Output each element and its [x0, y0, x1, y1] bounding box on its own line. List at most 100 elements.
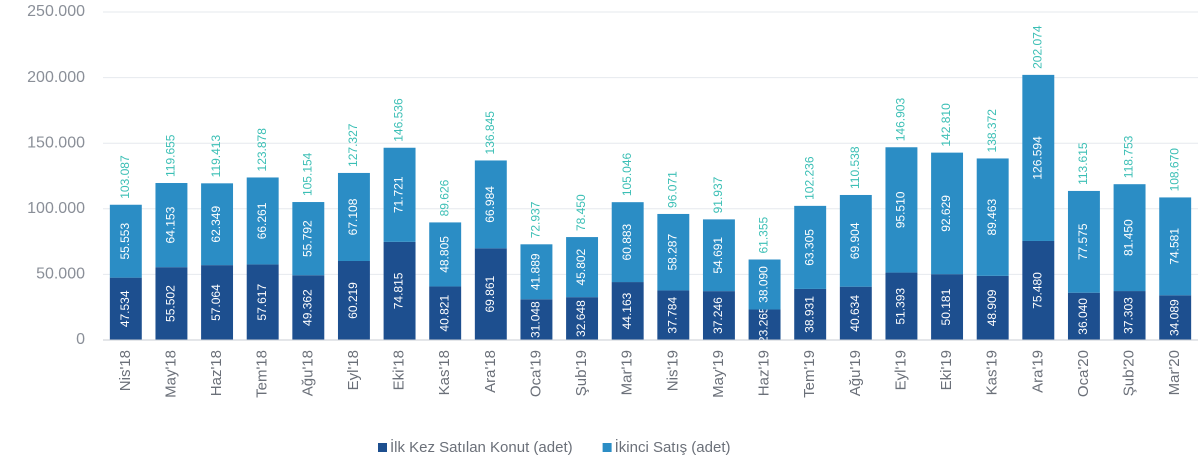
value-label: 126.594 — [1030, 136, 1044, 180]
bar-segment — [1113, 291, 1146, 340]
x-tick-label: Nis'18 — [117, 350, 134, 391]
value-label: 50.181 — [939, 288, 953, 325]
bar-segment — [520, 244, 553, 300]
x-tick-label: Eyl'18 — [345, 350, 362, 390]
x-tick-label: Oca'20 — [1075, 350, 1092, 397]
value-label: 48.805 — [437, 236, 451, 273]
bar-segment — [748, 259, 781, 310]
value-label: 55.792 — [300, 220, 314, 257]
value-label: 37.303 — [1122, 297, 1136, 334]
value-label: 31.048 — [529, 301, 543, 338]
x-tick-label: Kas'19 — [984, 350, 1001, 395]
bar-segment — [1022, 240, 1055, 340]
bar-segment — [976, 275, 1009, 340]
total-label: 105.154 — [300, 152, 314, 196]
legend-label: İlk Kez Satılan Konut (adet) — [390, 438, 573, 456]
value-label: 37.246 — [711, 297, 725, 334]
value-label: 41.889 — [529, 253, 543, 290]
legend-swatch — [602, 443, 612, 452]
value-label: 75.480 — [1030, 272, 1044, 309]
value-label: 67.108 — [346, 198, 360, 235]
value-label: 38.090 — [757, 266, 771, 303]
x-tick-label: Tem'18 — [254, 350, 271, 398]
value-label: 60.883 — [620, 223, 634, 260]
value-label: 49.362 — [300, 289, 314, 326]
total-label: 110.538 — [848, 146, 862, 189]
legend-label: İkinci Satış (adet) — [615, 438, 731, 456]
bar-segment — [1067, 292, 1100, 340]
bar-segment — [429, 286, 462, 340]
bar-segment — [292, 202, 325, 276]
bar-segment — [109, 277, 142, 340]
value-label: 40.821 — [437, 295, 451, 332]
bar-segment — [839, 194, 872, 287]
value-label: 55.553 — [118, 223, 132, 260]
value-label: 62.349 — [209, 206, 223, 243]
total-label: 136.845 — [483, 111, 497, 155]
legend-swatch — [378, 443, 387, 452]
total-label: 202.074 — [1030, 25, 1044, 69]
value-label: 48.909 — [985, 289, 999, 326]
x-tick-label: May'18 — [162, 350, 179, 398]
total-label: 127.327 — [346, 123, 360, 167]
bar-segment — [794, 205, 827, 289]
total-label: 138.372 — [985, 109, 999, 153]
bar-segment — [246, 177, 279, 265]
total-label: 146.903 — [894, 98, 908, 142]
value-label: 77.575 — [1076, 223, 1090, 260]
value-label: 37.784 — [665, 297, 679, 334]
x-tick-label: Haz'18 — [208, 350, 225, 396]
total-label: 105.046 — [620, 152, 634, 196]
value-label: 36.040 — [1076, 298, 1090, 335]
total-label: 142.810 — [939, 103, 953, 147]
x-tick-label: Ağu'19 — [847, 350, 864, 396]
bar-segment — [1113, 184, 1146, 292]
x-tick-label: Tem'19 — [801, 350, 818, 398]
value-label: 71.721 — [392, 176, 406, 213]
y-tick-label: 150.000 — [27, 134, 85, 151]
value-label: 55.502 — [164, 285, 178, 322]
x-tick-label: May'19 — [710, 350, 727, 398]
bar-segment — [931, 152, 964, 275]
x-tick-label: Nis'19 — [664, 350, 681, 391]
bar-segment — [337, 172, 370, 261]
x-tick-label: Mar'20 — [1166, 350, 1183, 395]
bar-segment — [155, 183, 188, 268]
value-label: 34.089 — [1167, 299, 1181, 336]
bar-segment — [566, 297, 599, 340]
value-label: 23.265 — [757, 306, 771, 343]
value-label: 57.617 — [255, 284, 269, 321]
bar-segment — [748, 309, 781, 340]
value-label: 81.450 — [1122, 219, 1136, 256]
bar-segment — [201, 265, 234, 340]
y-tick-label: 200.000 — [27, 69, 85, 86]
x-tick-label: Oca'19 — [527, 350, 544, 397]
x-tick-label: Mar'19 — [619, 350, 636, 395]
total-label: 96.071 — [665, 171, 679, 208]
bar-segment — [611, 202, 644, 283]
value-label: 54.691 — [711, 237, 725, 274]
bar-segment — [702, 219, 735, 292]
bar-segment — [1159, 197, 1192, 296]
total-label: 113.615 — [1076, 142, 1090, 185]
y-tick-label: 50.000 — [36, 266, 85, 283]
value-label: 74.581 — [1167, 228, 1181, 265]
bar-segment — [429, 222, 462, 287]
x-tick-label: Ara'18 — [482, 350, 499, 393]
value-label: 89.463 — [985, 198, 999, 235]
bar-segment — [520, 299, 553, 340]
bar-segment — [246, 264, 279, 340]
x-tick-label: Eki'19 — [938, 350, 955, 390]
y-tick-label: 250.000 — [27, 3, 85, 20]
bar-segment — [702, 291, 735, 340]
bar-segment — [976, 158, 1009, 276]
value-label: 63.305 — [802, 229, 816, 266]
value-label: 95.510 — [894, 191, 908, 228]
value-label: 40.634 — [848, 295, 862, 332]
y-tick-label: 100.000 — [27, 200, 85, 217]
bar-segment — [611, 282, 644, 340]
x-tick-label: Şub'19 — [573, 350, 590, 396]
bar-segment — [885, 147, 918, 273]
total-label: 119.655 — [164, 134, 178, 177]
